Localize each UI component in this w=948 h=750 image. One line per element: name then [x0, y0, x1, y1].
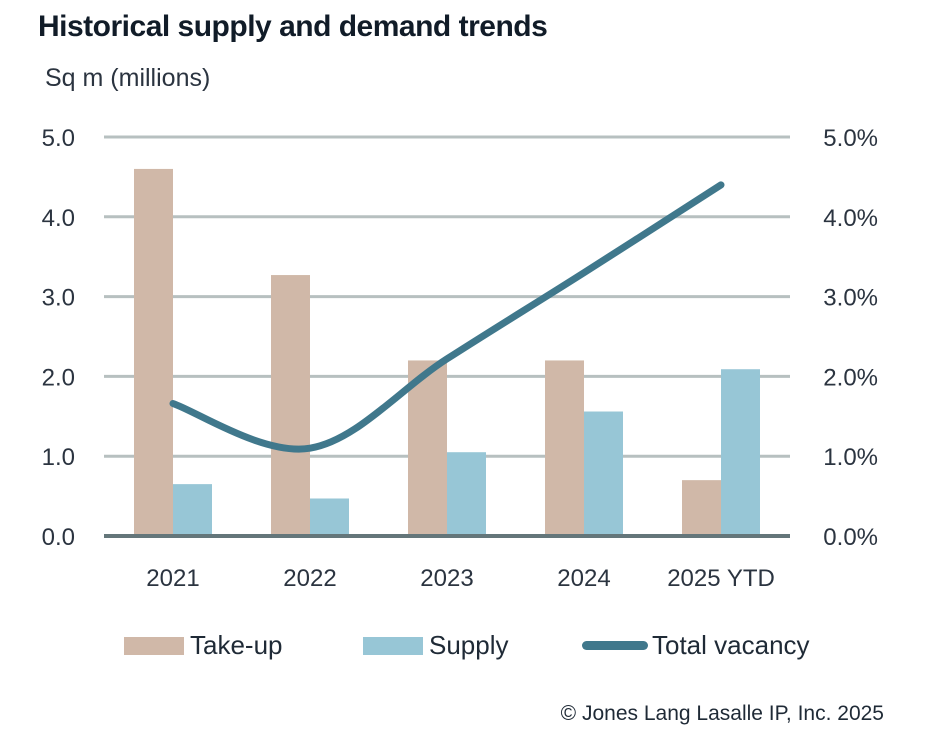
bars [134, 168, 760, 537]
y-tick-label: 5.0 [42, 125, 75, 152]
bar-supply [721, 369, 760, 536]
y2-tick-label: 1.0% [823, 444, 878, 471]
y2-tick-label: 5.0% [823, 125, 878, 152]
bar-supply [447, 452, 486, 536]
bar-supply [310, 498, 349, 536]
bar-takeup [134, 168, 173, 537]
y-axis-unit-label: Sq m (millions) [45, 64, 211, 92]
x-tick-labels: 2021 2022 2023 2024 2025 YTD [146, 565, 775, 592]
bar-takeup [545, 360, 584, 536]
legend-item-supply: Supply [363, 630, 509, 661]
legend: Take-up Supply Total vacancy [0, 630, 948, 670]
y2-tick-label: 3.0% [823, 285, 878, 312]
y-tick-label: 4.0 [42, 205, 75, 232]
bar-supply [173, 484, 212, 536]
x-tick-label: 2022 [283, 565, 336, 592]
x-tick-label: 2021 [146, 565, 199, 592]
legend-swatch-supply [363, 636, 423, 655]
y-tick-label: 0.0 [42, 524, 75, 551]
y2-tick-label: 2.0% [823, 364, 878, 391]
legend-label: Supply [429, 630, 509, 660]
bar-supply [584, 411, 623, 536]
copyright-notice: © Jones Lang Lasalle IP, Inc. 2025 [560, 702, 884, 725]
bar-takeup [682, 480, 721, 536]
y2-tick-labels: 0.0% 1.0% 2.0% 3.0% 4.0% 5.0% [823, 125, 878, 551]
vacancy-line [169, 181, 725, 453]
chart-title: Historical supply and demand trends [38, 10, 548, 43]
bar-takeup [408, 360, 447, 536]
legend-label: Total vacancy [652, 630, 810, 660]
x-tick-label: 2025 YTD [667, 565, 775, 592]
legend-label: Take-up [190, 630, 283, 660]
legend-item-vacancy: Total vacancy [582, 630, 810, 661]
bar-takeup [271, 275, 310, 536]
y-tick-labels: 0.0 1.0 2.0 3.0 4.0 5.0 [42, 125, 75, 551]
x-tick-label: 2024 [557, 565, 610, 592]
chart-plot: 0.0 1.0 2.0 3.0 4.0 5.0 0.0% 1.0% 2.0% 3.0% 4.0% 5… [42, 125, 878, 592]
y-tick-label: 2.0 [42, 364, 75, 391]
y-tick-label: 3.0 [42, 285, 75, 312]
legend-swatch-takeup [124, 636, 184, 655]
legend-item-takeup: Take-up [124, 630, 283, 661]
x-tick-label: 2023 [420, 565, 473, 592]
y2-tick-label: 4.0% [823, 205, 878, 232]
y2-tick-label: 0.0% [823, 524, 878, 551]
legend-swatch-vacancy [582, 641, 648, 650]
y-tick-label: 1.0 [42, 444, 75, 471]
